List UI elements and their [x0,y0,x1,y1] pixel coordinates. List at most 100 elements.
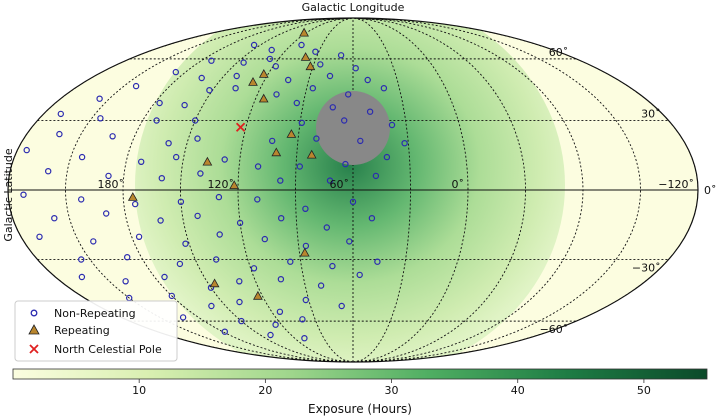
colorbar-gradient [12,368,708,380]
non-repeating-point [216,231,223,238]
non-repeating-point [36,233,43,240]
non-repeating-point [352,64,359,72]
non-repeating-point [176,260,184,268]
non-repeating-point [250,265,258,272]
non-repeating-point [329,104,336,111]
non-repeating-point [102,210,110,217]
latitude-tick-label: −60˚ [540,323,569,336]
non-repeating-point [298,41,305,49]
repeating-point [248,76,258,86]
non-repeating-point [90,238,97,245]
non-repeating-point [301,335,308,342]
non-repeating-point [215,193,223,201]
non-repeating-point [236,298,243,306]
non-repeating-point [302,242,310,250]
repeating-point [300,52,311,61]
latitude-tick-labels: 60˚ 30˚ 0˚ −30˚ −60˚ [540,46,717,336]
non-repeating-point [338,302,345,310]
non-repeating-point [272,63,279,70]
non-repeating-point [77,256,85,263]
non-repeating-point [212,256,220,263]
exposure-field [135,18,565,362]
non-repeating-point [123,254,131,261]
non-repeating-point [364,76,371,84]
non-repeating-point [349,198,357,205]
colorbar-tick-label: 30 [385,384,399,397]
unobservable-region [316,91,390,165]
non-repeating-point [194,135,201,142]
legend-label-non-repeating: Non-Repeating [54,307,136,320]
grid-meridian [122,18,354,362]
non-repeating-point [285,76,292,84]
non-repeating-point [131,200,139,208]
repeating-point [306,149,317,159]
legend-marker-repeating [28,324,40,335]
longitude-tick-label: 120˚ [208,178,235,191]
non-repeating-point [168,292,175,300]
repeating-point [229,180,240,190]
non-repeating-point [78,153,86,161]
non-repeating-point [182,240,189,247]
legend-marker-pole [29,344,39,354]
non-repeating-point [346,238,353,245]
non-repeating-point [194,212,201,220]
longitude-tick-label: 180˚ [98,178,125,191]
non-repeating-point [278,214,285,222]
non-repeating-point [165,139,172,147]
non-repeating-point [313,135,320,142]
non-repeating-point [296,163,303,170]
longitude-tick-label: −120˚ [658,178,694,191]
non-repeating-point [299,316,306,323]
legend-marker-non-repeating [30,309,38,317]
non-repeating-point [326,72,334,80]
grid-meridian [352,18,526,362]
non-repeating-point [357,137,364,145]
non-repeating-point [206,86,213,94]
non-repeating-point [276,308,284,315]
repeating-point [127,192,138,201]
non-repeating-point [254,196,261,203]
non-repeating-point [238,317,245,325]
non-repeating-point [177,198,185,205]
non-repeating-point [326,177,334,184]
non-repeating-point [156,99,163,107]
non-repeating-point [236,219,244,227]
non-repeating-point [366,108,374,115]
non-repeating-point [254,163,262,170]
non-repeating-point [302,205,309,212]
non-repeating-point [277,276,285,283]
non-repeating-point [191,117,199,124]
repeating-point [209,278,220,288]
non-repeating-point [268,46,275,54]
non-repeating-point [269,137,276,145]
non-repeating-point [135,233,143,240]
non-repeating-point [23,146,30,154]
non-repeating-point [233,72,240,80]
non-repeating-point [266,55,274,63]
non-repeating-point [208,57,215,64]
non-repeating-point [179,314,187,321]
non-repeating-point [161,273,168,281]
non-repeating-point [302,296,309,304]
non-repeating-point [240,59,247,66]
non-repeating-point [380,84,388,92]
non-repeating-point [221,328,228,335]
non-repeating-point [20,191,27,198]
non-repeating-point [197,170,204,177]
legend-label-repeating: Repeating [54,324,110,337]
non-repeating-point [383,153,391,161]
non-repeating-point [341,117,348,124]
non-repeating-point [105,172,112,180]
non-repeating-point [77,196,85,203]
non-repeating-point [57,110,65,118]
grid-meridian [352,18,641,362]
non-repeating-point [272,321,279,328]
non-repeating-point [96,95,103,102]
colorbar-label: Exposure (Hours) [308,402,412,416]
north-celestial-pole-x [235,122,246,132]
non-repeating-point [208,302,215,310]
non-repeating-point [287,258,294,265]
repeating-point [258,68,269,78]
non-repeating-point [56,130,63,138]
